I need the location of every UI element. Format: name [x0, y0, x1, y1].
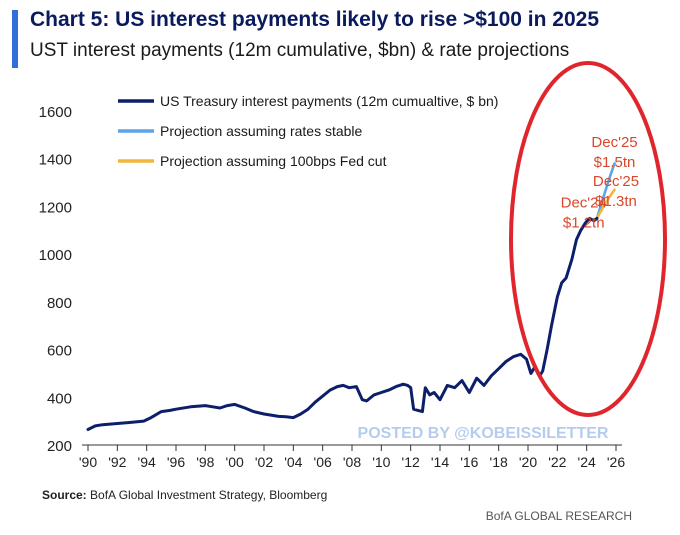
x-tick-label: '24 [578, 454, 596, 470]
x-tick-label: '04 [284, 454, 302, 470]
watermark-text: POSTED BY @KOBEISSILETTER [358, 425, 609, 442]
x-tick-label: '00 [226, 454, 244, 470]
data-annotation: $1.2tn [563, 215, 605, 232]
x-tick-label: '26 [607, 454, 625, 470]
series-stable-projection-line [595, 162, 616, 220]
source-text: BofA Global Investment Strategy, Bloombe… [90, 488, 328, 502]
y-tick-label: 1200 [39, 199, 72, 216]
data-annotation: Dec'25 [593, 173, 639, 190]
source-label: Source: [42, 488, 87, 502]
series-actual-line [86, 216, 599, 431]
legend-label: US Treasury interest payments (12m cumua… [160, 93, 498, 109]
y-tick-label: 400 [47, 390, 72, 407]
x-tick-label: '12 [402, 454, 420, 470]
highlight-ellipse [509, 61, 667, 417]
x-tick-label: '08 [343, 454, 361, 470]
x-tick-label: '20 [519, 454, 537, 470]
x-tick-label: '96 [167, 454, 185, 470]
y-tick-label: 600 [47, 343, 72, 360]
data-annotation: $1.3tn [595, 193, 637, 210]
x-tick-label: '02 [255, 454, 273, 470]
x-tick-label: '98 [196, 454, 214, 470]
x-tick-label: '92 [108, 454, 126, 470]
y-tick-label: 1600 [39, 104, 72, 121]
x-tick-label: '90 [79, 454, 97, 470]
series-cut-projection-line [595, 188, 616, 220]
data-annotation: $1.5tn [594, 154, 636, 171]
legend-label: Projection assuming rates stable [160, 123, 363, 139]
chart-title: Chart 5: US interest payments likely to … [30, 8, 600, 31]
brand-label: BofA GLOBAL RESEARCH [485, 509, 632, 523]
x-tick-label: '18 [490, 454, 508, 470]
x-tick-label: '10 [372, 454, 390, 470]
legend-label: Projection assuming 100bps Fed cut [160, 153, 387, 169]
source-note: Source: BofA Global Investment Strategy,… [42, 488, 327, 502]
data-annotation: Dec'24 [561, 195, 607, 212]
x-tick-label: '06 [314, 454, 332, 470]
x-tick-label: '16 [460, 454, 478, 470]
data-annotation: Dec'25 [591, 134, 637, 151]
y-tick-label: 800 [47, 295, 72, 312]
x-tick-label: '22 [548, 454, 566, 470]
x-tick-label: '14 [431, 454, 449, 470]
y-tick-label: 1400 [39, 152, 72, 169]
y-tick-label: 200 [47, 438, 72, 455]
y-tick-label: 1000 [39, 247, 72, 264]
title-accent-bar [12, 10, 18, 68]
x-tick-label: '94 [138, 454, 156, 470]
chart-subtitle: UST interest payments (12m cumulative, $… [30, 40, 570, 61]
